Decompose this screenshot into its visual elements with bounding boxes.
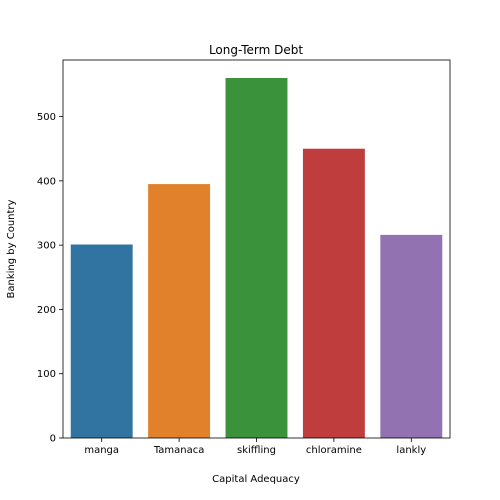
bar-skiffling [225, 78, 288, 438]
x-tick-label: chloramine [306, 445, 362, 456]
bar-manga [70, 244, 133, 438]
x-tick-label: skiffling [237, 445, 276, 456]
y-tick-label: 100 [37, 369, 56, 380]
plot-frame [62, 59, 451, 439]
x-tick-label: lankly [396, 445, 426, 456]
y-tick-label: 200 [37, 305, 56, 316]
bar-tamanaca [148, 184, 211, 438]
x-tick-label: Tamanaca [153, 445, 205, 456]
chart-title: Long-Term Debt [209, 43, 303, 57]
x-axis-label: Capital Adequacy [212, 474, 300, 485]
y-tick-label: 400 [37, 176, 56, 187]
y-tick-label: 300 [37, 241, 56, 252]
x-tick-label: manga [84, 445, 119, 456]
bars-group [70, 78, 443, 438]
bar-lankly [380, 234, 443, 438]
x-axis-ticks: manga Tamanaca skiffling chloramine lankly [84, 438, 426, 456]
y-tick-label: 0 [50, 434, 56, 445]
y-axis-ticks: 0 100 200 300 400 500 [37, 112, 63, 445]
y-axis-label: Banking by Country [6, 199, 17, 298]
bar-chloramine [302, 148, 365, 438]
y-tick-label: 500 [37, 112, 56, 123]
